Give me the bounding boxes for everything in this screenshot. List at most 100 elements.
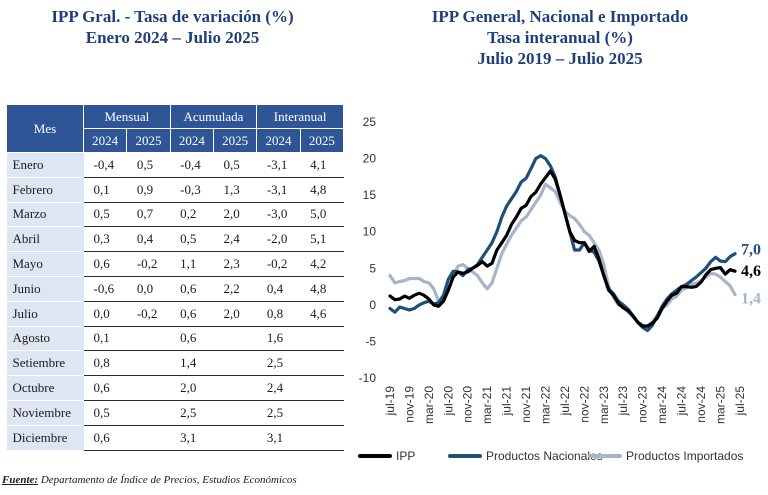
table-cell: 0,1 [83, 326, 127, 352]
legend-label: Productos Importados [626, 449, 743, 463]
table-cell: 0,6 [83, 375, 127, 401]
table-cell: 0,4 [256, 276, 301, 302]
table-cell: -0,2 [126, 251, 171, 277]
table-cell: 2,4 [256, 375, 301, 401]
x-tick-label: mar-22 [538, 386, 552, 424]
row-month-label: Julio [6, 301, 84, 327]
x-tick-label: jul-24 [675, 386, 689, 417]
table-cell [126, 425, 171, 451]
table-cell: 4,1 [300, 152, 344, 178]
table-row: Diciembre 0,6 3,1 3,1 [6, 425, 344, 451]
x-tick-label: mar-25 [713, 386, 727, 424]
table-header-row-groups: Mes Mensual Acumulada Interanual [6, 104, 344, 153]
y-tick-label: 10 [363, 225, 377, 239]
table-cell: 2,5 [256, 350, 301, 377]
table-cell: 2,0 [213, 301, 257, 327]
row-month-label: Febrero [6, 177, 84, 203]
table-cell [213, 350, 257, 377]
end-labels: 4,6 7,0 1,4 [741, 242, 761, 308]
table-cell: 0,0 [83, 301, 127, 327]
table-cell: -3,1 [256, 177, 301, 203]
table-cell [126, 400, 171, 426]
table-cell: 0,6 [170, 276, 214, 302]
table-title: IPP Gral. - Tasa de variación (%) Enero … [0, 6, 345, 48]
table-title-line2: Enero 2024 – Julio 2025 [85, 28, 260, 47]
table-cell [213, 400, 257, 426]
x-tick-label: mar-23 [597, 386, 611, 424]
row-month-label: Agosto [6, 326, 84, 352]
table-cell: 0,6 [83, 425, 127, 451]
table-cell: 4,2 [300, 251, 344, 277]
y-tick-label: 25 [363, 115, 377, 129]
row-month-label: Diciembre [6, 425, 84, 451]
table-cell: 4,8 [300, 276, 344, 302]
table-cell: -0,2 [256, 251, 301, 277]
header-interanual: Interanual [256, 104, 344, 129]
chart-legend: IPP Productos Nacionales Productos Importa… [358, 449, 743, 463]
table-cell: -0,6 [83, 276, 127, 302]
table-cell: 0,5 [83, 400, 127, 426]
table-row: Mayo 0,6 -0,2 1,1 2,3 -0,2 4,2 [6, 251, 344, 277]
table-cell: 0,1 [83, 177, 127, 203]
table-cell: 1,3 [213, 177, 257, 203]
table-cell: 3,1 [170, 425, 214, 451]
chart-title-line1: IPP General, Nacional e Importado [431, 7, 689, 26]
table-row: Marzo 0,5 0,7 0,2 2,0 -3,0 5,0 [6, 202, 344, 228]
x-tick-label: jul-25 [733, 386, 747, 417]
row-month-label: Noviembre [6, 400, 84, 426]
table-cell: 2,4 [213, 226, 257, 253]
table-cell [300, 326, 344, 352]
x-tick-label: jul-20 [441, 386, 455, 417]
table-cell [126, 375, 171, 401]
series-lines [388, 153, 737, 333]
table-cell: 0,6 [83, 251, 127, 277]
x-tick-label: mar-21 [480, 386, 494, 424]
x-tick-label: nov-23 [636, 386, 650, 423]
legend-label: Productos Nacionales [486, 449, 603, 463]
x-tick-label: jul-23 [616, 386, 630, 417]
x-tick-label: mar-20 [422, 386, 436, 424]
table-cell: 0,8 [83, 350, 127, 377]
row-month-label: Junio [6, 276, 84, 302]
table-cell: -0,2 [126, 301, 171, 327]
series-end-label: 4,6 [741, 263, 761, 280]
table-cell [300, 425, 344, 451]
source-note: Fuente: Departamento de Índice de Precio… [2, 474, 297, 486]
x-tick-label: nov-22 [577, 386, 591, 423]
table-row: Julio 0,0 -0,2 0,6 2,0 0,8 4,6 [6, 301, 344, 327]
source-text: Departamento de Índice de Precios, Estud… [38, 474, 297, 486]
table-cell: 0,8 [256, 301, 301, 327]
table-row: Febrero 0,1 0,9 -0,3 1,3 -3,1 4,8 [6, 177, 344, 203]
table-cell: -3,0 [256, 202, 301, 228]
table-cell: 4,6 [300, 301, 344, 327]
table-cell: 5,0 [300, 202, 344, 228]
table-cell: -0,3 [170, 177, 214, 203]
table-cell: -2,0 [256, 226, 301, 253]
y-axis: -10 -5 0 5 10 15 20 25 [359, 115, 377, 385]
table-cell [126, 326, 171, 352]
variation-table: Mes Mensual Acumulada Interanual 2024 20… [6, 104, 345, 451]
table-body: Enero -0,4 0,5 -0,4 0,5 -3,1 4,1 Febrero 0,1 0,9-… [6, 152, 344, 451]
x-axis: jul-19 nov-19 mar-20 jul-20 nov-20 mar-21 jul-… [383, 386, 747, 424]
x-tick-label: jul-22 [558, 386, 572, 417]
table-cell: 0,5 [83, 202, 127, 228]
chart-title-line2: Tasa interanual (%) [487, 28, 633, 47]
y-tick-label: 20 [363, 152, 377, 166]
header-mensual: Mensual [83, 104, 171, 129]
header-year: 2024 [82, 128, 128, 153]
table-cell: 0,6 [170, 301, 214, 327]
table-cell: 0,5 [126, 152, 171, 178]
table-cell [213, 375, 257, 401]
table-cell: 1,6 [256, 326, 301, 352]
table-cell: -0,4 [170, 152, 214, 178]
x-tick-label: nov-21 [519, 386, 533, 423]
row-month-label: Abril [6, 226, 84, 253]
series-end-label: 7,0 [741, 242, 761, 259]
header-year: 2025 [299, 128, 345, 153]
table-cell: -3,1 [256, 152, 301, 178]
table-cell: 5,1 [300, 226, 344, 253]
table-cell: 2,2 [213, 276, 257, 302]
table-cell [126, 350, 171, 377]
ipp-line-chart: -10 -5 0 5 10 15 20 25 jul-19 nov-19 mar-20 jul-20… [358, 115, 761, 463]
x-tick-label: nov-20 [461, 386, 475, 423]
